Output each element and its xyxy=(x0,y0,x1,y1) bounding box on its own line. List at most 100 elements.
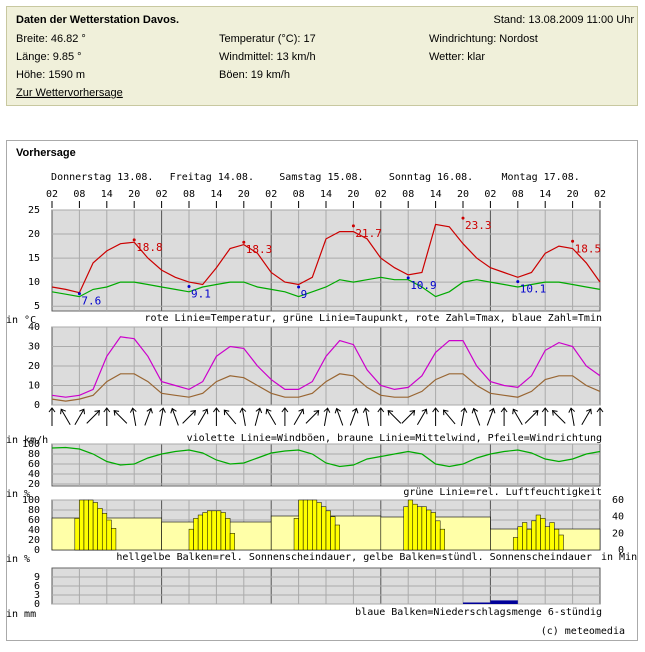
tmin-dot xyxy=(297,285,301,289)
wind-arrow xyxy=(568,407,576,426)
wind-arrow xyxy=(113,410,128,424)
y-tick-label: 0 xyxy=(34,545,40,556)
station-value: Breite: 46.82 ° xyxy=(16,33,86,45)
legend-text: grüne Linie=rel. Luftfeuchtigkeit xyxy=(403,487,602,498)
y2-tick-label: 20 xyxy=(612,528,624,539)
hourly-sun-bar xyxy=(330,516,336,551)
wind-arrow xyxy=(377,407,385,426)
hourly-sun-bar xyxy=(540,518,546,551)
wind-arrow xyxy=(551,410,566,424)
y-tick-label: 0 xyxy=(34,400,40,411)
wind-arrow xyxy=(581,408,592,426)
copyright: (c) meteomedia xyxy=(541,626,625,637)
wind-arrow xyxy=(170,407,179,426)
y2-tick-label: 60 xyxy=(612,495,624,506)
hourly-sun-bar xyxy=(407,499,414,551)
legend-text: blaue Balken=Niederschlagsmenge 6-stündi… xyxy=(355,607,602,618)
wind-arrow xyxy=(159,407,166,426)
tmin-dot xyxy=(77,292,81,296)
hourly-sun-bar xyxy=(293,518,299,551)
tmin-dot xyxy=(187,284,191,288)
hour-label: 20 xyxy=(457,189,469,200)
station-value: Böen: 19 km/h xyxy=(219,69,290,81)
hour-label: 08 xyxy=(183,189,195,200)
section-title: Vorhersage xyxy=(16,147,76,159)
hourly-sun-bar xyxy=(554,528,560,551)
hourly-sun-bar xyxy=(535,514,541,551)
y-tick-label: 60 xyxy=(28,459,40,470)
wind-arrow xyxy=(401,410,416,424)
hourly-sun-bar xyxy=(229,533,235,551)
station-value: Windrichtung: Nordost xyxy=(429,33,538,45)
wind-arrow xyxy=(144,407,153,426)
hourly-sun-bar xyxy=(325,510,331,551)
y-tick-label: 3 xyxy=(34,590,40,601)
hourly-sun-bar xyxy=(426,509,432,551)
forecast-link[interactable]: Zur Wettervorhersage xyxy=(16,87,123,99)
hourly-sun-bar xyxy=(544,526,551,551)
hourly-sun-bar xyxy=(421,506,427,551)
hourly-sun-bar xyxy=(225,518,231,551)
hourly-sun-bar xyxy=(549,522,555,551)
hourly-sun-bar xyxy=(220,512,226,551)
hourly-sun-bar xyxy=(92,502,98,551)
unit-label: in km/h xyxy=(6,435,48,446)
hourly-sun-bar xyxy=(211,510,217,551)
tmax-dot xyxy=(242,240,246,244)
series-line xyxy=(51,336,601,398)
wind-arrow xyxy=(349,407,359,426)
wind-arrow xyxy=(512,408,523,426)
hour-label: 08 xyxy=(293,189,305,200)
unit-label: in mm xyxy=(6,609,36,620)
tmax-dot xyxy=(132,238,136,242)
y-tick-label: 10 xyxy=(28,381,40,392)
hourly-sun-bar xyxy=(298,499,304,551)
hourly-sun-bar xyxy=(83,499,89,551)
hourly-sun-bar xyxy=(316,502,322,551)
wind-arrow xyxy=(442,409,456,425)
hourly-sun-bar xyxy=(216,510,222,551)
hourly-sun-bar xyxy=(188,528,194,551)
hourly-sun-bar xyxy=(193,518,199,551)
hourly-sun-bar xyxy=(531,520,537,551)
hour-label: 02 xyxy=(375,189,387,200)
hour-label: 08 xyxy=(512,189,524,200)
hourly-sun-bar xyxy=(197,514,203,551)
hour-label: 02 xyxy=(156,189,168,200)
tmin-label: 10.9 xyxy=(410,279,437,292)
tmin-label: 7.6 xyxy=(81,295,101,308)
station-box xyxy=(6,6,638,106)
tmax-label: 18.8 xyxy=(136,241,163,254)
wind-arrow xyxy=(416,408,428,426)
y-tick-label: 80 xyxy=(28,449,40,460)
station-value: Länge: 9.85 ° xyxy=(16,51,82,63)
hourly-sun-bar xyxy=(79,499,85,551)
wind-arrow xyxy=(500,407,508,426)
tmin-label: 9.1 xyxy=(191,287,211,300)
hour-label: 02 xyxy=(484,189,496,200)
hourly-sun-bar xyxy=(417,506,423,551)
hourly-sun-bar xyxy=(74,518,80,551)
hour-label: 02 xyxy=(594,189,606,200)
hourly-sun-bar xyxy=(312,499,318,551)
y-tick-label: 20 xyxy=(28,479,40,490)
hourly-sun-bar xyxy=(207,510,213,551)
wind-arrow xyxy=(460,407,468,426)
unit-label: in % xyxy=(6,554,30,565)
wind-arrow xyxy=(86,410,101,424)
hourly-sun-bar xyxy=(97,508,103,551)
station-updated: Stand: 13.08.2009 11:00 Uhr xyxy=(494,14,635,26)
y-tick-label: 20 xyxy=(28,229,40,240)
day-label: Sonntag 16.08. xyxy=(389,172,473,183)
y-tick-label: 20 xyxy=(28,535,40,546)
hour-label: 20 xyxy=(128,189,140,200)
tmax-dot xyxy=(571,239,575,243)
hour-label: 02 xyxy=(265,189,277,200)
wind-arrow xyxy=(541,407,549,426)
y-tick-label: 40 xyxy=(28,322,40,333)
wind-arrow xyxy=(254,407,263,426)
hourly-sun-bar xyxy=(517,526,523,551)
hour-label: 20 xyxy=(347,189,359,200)
wind-arrow xyxy=(197,408,209,426)
y-tick-label: 10 xyxy=(28,277,40,288)
